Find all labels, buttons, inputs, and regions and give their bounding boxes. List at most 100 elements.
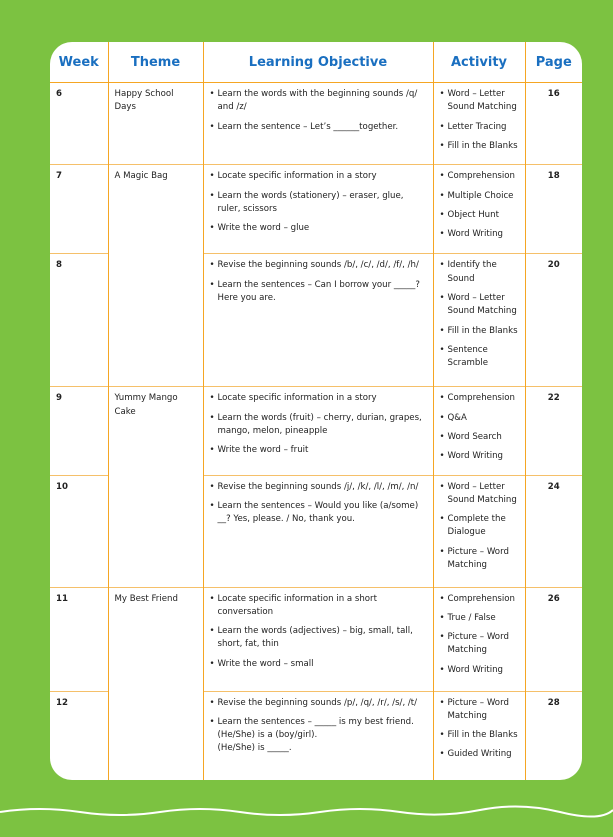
page-cell: 16	[524, 81, 582, 165]
activities-cell: Comprehension Multiple Choice Object Hunt W…	[432, 164, 525, 254]
wave-line	[0, 805, 613, 818]
activity: Object Hunt	[440, 209, 519, 223]
week-cell: 9	[50, 386, 108, 475]
activity: Sentence Scramble	[440, 344, 519, 371]
activity: Picture – Word Matching	[440, 546, 519, 573]
objective: Revise the beginning sounds /j/, /k/, /l…	[210, 481, 427, 495]
activities-list: Picture – Word Matching Fill in the Blank…	[440, 697, 519, 763]
objective: Locate specific information in a short c…	[210, 593, 427, 620]
activity: Q&A	[440, 412, 519, 426]
activity: Word Writing	[440, 664, 519, 678]
activity: Fill in the Blanks	[440, 325, 519, 339]
objectives-list: Locate specific information in a story Le…	[210, 170, 427, 236]
activities-cell: Word – Letter Sound Matching Complete the…	[432, 474, 525, 587]
objective: Revise the beginning sounds /b/, /c/, /d…	[210, 259, 427, 273]
activities-cell: Comprehension Q&A Word Search Word Writing	[432, 386, 525, 475]
objectives-cell: Revise the beginning sounds /j/, /k/, /l…	[202, 474, 433, 587]
activity: Picture – Word Matching	[440, 697, 519, 724]
week-cell: 6	[50, 81, 108, 165]
activity: Guided Writing	[440, 748, 519, 762]
objective: Learn the sentences – _____ is my best f…	[210, 716, 427, 756]
objectives-list: Locate specific information in a short c…	[210, 593, 427, 672]
activity: Word – Letter Sound Matching	[440, 88, 519, 115]
activities-cell: Identify the Sound Word – Letter Sound Ma…	[432, 253, 525, 387]
week-cell: 12	[50, 690, 108, 780]
objectives-list: Learn the words with the beginning sound…	[210, 88, 427, 134]
objective: Learn the words (stationery) – eraser, g…	[210, 190, 427, 217]
objectives-cell: Revise the beginning sounds /b/, /c/, /d…	[202, 253, 433, 387]
activities-cell: Picture – Word Matching Fill in the Blank…	[432, 690, 525, 780]
activities-list: Identify the Sound Word – Letter Sound Ma…	[440, 259, 519, 370]
objectives-cell: Learn the words with the beginning sound…	[202, 81, 433, 165]
column-header: Learning Objective	[202, 42, 433, 83]
objectives-list: Revise the beginning sounds /b/, /c/, /d…	[210, 259, 427, 305]
week-cell: 10	[50, 474, 108, 587]
week-row: 7A Magic BagLocate specific information …	[50, 164, 582, 387]
activity: Multiple Choice	[440, 190, 519, 204]
objective: Write the word – glue	[210, 222, 427, 236]
objectives-cell: Locate specific information in a story Le…	[202, 164, 433, 254]
activity: Word Writing	[440, 450, 519, 464]
page-cell: 18	[524, 164, 582, 254]
activity: Word Writing	[440, 228, 519, 242]
theme-cell: My Best Friend	[107, 586, 203, 780]
week-cell: 8	[50, 253, 108, 387]
objective: Write the word – small	[210, 658, 427, 672]
activity: Word – Letter Sound Matching	[440, 292, 519, 319]
activities-list: Comprehension Multiple Choice Object Hunt W…	[440, 170, 519, 242]
objective: Learn the sentences – Can I borrow your …	[210, 279, 427, 306]
week-row: 12 Revise the beginning sounds /p/, /q/, …	[50, 690, 582, 780]
objectives-list: Revise the beginning sounds /j/, /k/, /l…	[210, 481, 427, 527]
objectives-cell: Locate specific information in a short c…	[202, 586, 433, 691]
column-header: Activity	[432, 42, 525, 83]
theme-cell: Yummy Mango Cake	[107, 386, 203, 587]
activity: Comprehension	[440, 392, 519, 406]
week-cell: 11	[50, 586, 108, 691]
activity: Word – Letter Sound Matching	[440, 481, 519, 508]
objective: Learn the words (fruit) – cherry, durian…	[210, 412, 427, 439]
panel: Week Theme Learning Objective Activity Page …	[50, 42, 582, 780]
activities-list: Comprehension True / False Picture – Word …	[440, 593, 519, 678]
activity: Identify the Sound	[440, 259, 519, 286]
page-cell: 24	[524, 474, 582, 587]
activity: Comprehension	[440, 170, 519, 184]
activity: Picture – Word Matching	[440, 631, 519, 658]
week-row: 8 Revise the beginning sounds /b/, /c/, /…	[50, 253, 582, 387]
objectives-cell: Revise the beginning sounds /p/, /q/, /r…	[202, 690, 433, 780]
column-header: Week	[50, 42, 108, 83]
column-header: Theme	[107, 42, 203, 83]
activity: Complete the Dialogue	[440, 513, 519, 540]
page-cell: 22	[524, 386, 582, 475]
activity: True / False	[440, 612, 519, 626]
activities-cell: Word – Letter Sound Matching Letter Traci…	[432, 81, 525, 165]
activity: Word Search	[440, 431, 519, 445]
activities-list: Word – Letter Sound Matching Letter Traci…	[440, 88, 519, 154]
objective: Revise the beginning sounds /p/, /q/, /r…	[210, 697, 427, 711]
objective: Write the word – fruit	[210, 444, 427, 458]
theme-cell: Happy School Days	[107, 81, 203, 165]
objective: Locate specific information in a story	[210, 170, 427, 184]
objectives-list: Revise the beginning sounds /p/, /q/, /r…	[210, 697, 427, 756]
activity: Letter Tracing	[440, 121, 519, 135]
activities-list: Comprehension Q&A Word Search Word Writing	[440, 392, 519, 464]
activities-cell: Comprehension True / False Picture – Word …	[432, 586, 525, 691]
objectives-list: Locate specific information in a story Le…	[210, 392, 427, 458]
objective: Locate specific information in a story	[210, 392, 427, 406]
header-row: Week Theme Learning Objective Activity Page	[50, 42, 582, 83]
column-header: Page	[524, 42, 582, 83]
objective: Learn the sentence – Let’s ______togethe…	[210, 121, 427, 135]
page-cell: 26	[524, 586, 582, 691]
objective: Learn the words with the beginning sound…	[210, 88, 427, 115]
activities-list: Word – Letter Sound Matching Complete the…	[440, 481, 519, 573]
objective: Learn the sentences – Would you like (a/…	[210, 500, 427, 527]
page-cell: 28	[524, 690, 582, 780]
week-cell: 7	[50, 164, 108, 254]
activity: Fill in the Blanks	[440, 140, 519, 154]
theme-cell: A Magic Bag	[107, 164, 203, 387]
activity: Fill in the Blanks	[440, 729, 519, 743]
